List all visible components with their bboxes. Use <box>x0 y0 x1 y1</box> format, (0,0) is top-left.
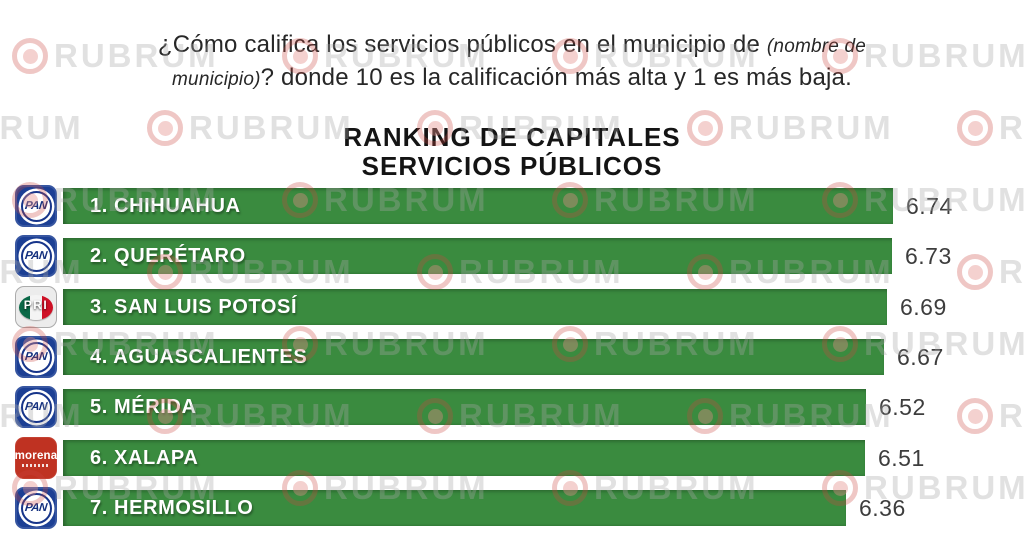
chart-title: RANKING DE CAPITALES SERVICIOS PÚBLICOS <box>0 123 1024 181</box>
score-bar: 1. CHIHUAHUA <box>63 188 893 224</box>
chart-title-line1: RANKING DE CAPITALES <box>343 122 681 152</box>
ranking-row: PAN 4. AGUASCALIENTES 6.67 <box>0 336 1024 378</box>
pan-circle-icon: PAN <box>20 492 52 524</box>
survey-question-line2: municipio)? donde 10 es la calificación … <box>0 62 1024 95</box>
party-logo-pan: PAN <box>15 336 57 378</box>
survey-question: ¿Cómo califica los servicios públicos en… <box>0 29 1024 95</box>
party-logo-pan: PAN <box>15 386 57 428</box>
pan-label: PAN <box>24 351 48 363</box>
ranking-row: PAN 1. CHIHUAHUA 6.74 <box>0 185 1024 227</box>
question-text-regular: ¿Cómo califica los servicios públicos en… <box>157 31 767 58</box>
ranking-row: PAN 5. MÉRIDA 6.52 <box>0 386 1024 428</box>
score-bar: 5. MÉRIDA <box>63 389 866 425</box>
score-value: 6.69 <box>900 294 947 320</box>
score-value: 6.52 <box>879 394 926 420</box>
city-label: 6. XALAPA <box>90 447 199 469</box>
pan-circle-icon: PAN <box>20 190 52 222</box>
score-value: 6.36 <box>859 495 906 521</box>
pri-label: PRI <box>23 297 49 312</box>
ranking-bar-chart: PAN 1. CHIHUAHUA 6.74 PAN 2. QUERÉTARO 6… <box>0 185 1024 539</box>
party-logo-pan: PAN <box>15 185 57 227</box>
pri-tricolor-oval-icon: PRI <box>19 294 53 320</box>
pan-label: PAN <box>24 250 48 262</box>
score-value: 6.74 <box>906 193 953 219</box>
ranking-row: PAN 2. QUERÉTARO 6.73 <box>0 235 1024 277</box>
ranking-row: PAN 7. HERMOSILLO 6.36 <box>0 487 1024 529</box>
party-logo-pan: PAN <box>15 235 57 277</box>
city-label: 2. QUERÉTARO <box>90 245 246 267</box>
city-label: 7. HERMOSILLO <box>90 497 254 519</box>
question-text-regular: ? donde 10 es la calificación más alta y… <box>260 64 852 91</box>
pan-circle-icon: PAN <box>20 341 52 373</box>
score-bar: 7. HERMOSILLO <box>63 490 846 526</box>
score-bar: 2. QUERÉTARO <box>63 238 892 274</box>
score-value: 6.73 <box>905 243 952 269</box>
pan-circle-icon: PAN <box>20 391 52 423</box>
chart-title-line2: SERVICIOS PÚBLICOS <box>361 151 663 181</box>
pan-label: PAN <box>24 502 48 514</box>
score-bar: 6. XALAPA <box>63 440 865 476</box>
ranking-row: morena 6. XALAPA 6.51 <box>0 437 1024 479</box>
score-value: 6.51 <box>878 445 925 471</box>
party-logo-morena: morena <box>15 437 57 479</box>
pan-circle-icon: PAN <box>20 240 52 272</box>
city-label: 3. SAN LUIS POTOSÍ <box>90 296 298 318</box>
question-text-italic: municipio) <box>172 69 261 90</box>
city-label: 5. MÉRIDA <box>90 396 197 418</box>
city-label: 4. AGUASCALIENTES <box>90 346 308 368</box>
pan-label: PAN <box>24 401 48 413</box>
survey-question-line1: ¿Cómo califica los servicios públicos en… <box>0 29 1024 62</box>
party-logo-pan: PAN <box>15 487 57 529</box>
score-bar: 4. AGUASCALIENTES <box>63 339 884 375</box>
score-value: 6.67 <box>897 344 944 370</box>
question-text-italic: (nombre de <box>766 36 867 57</box>
ranking-row: PRI 3. SAN LUIS POTOSÍ 6.69 <box>0 286 1024 328</box>
city-label: 1. CHIHUAHUA <box>90 195 241 217</box>
party-logo-pri: PRI <box>15 286 57 328</box>
morena-tagline-icon <box>22 463 50 467</box>
pan-label: PAN <box>24 200 48 212</box>
morena-label: morena <box>14 449 58 462</box>
score-bar: 3. SAN LUIS POTOSÍ <box>63 289 887 325</box>
